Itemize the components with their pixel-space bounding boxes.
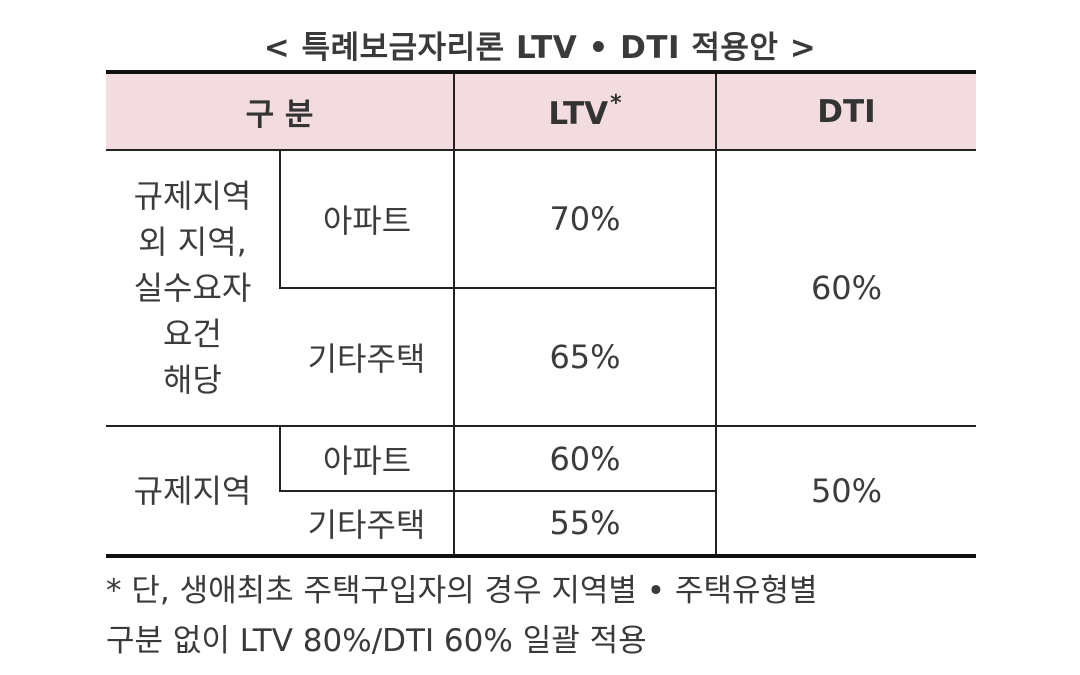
table-row: 규제지역 아파트 60% 50% bbox=[106, 426, 976, 558]
group-label-line: 해당 bbox=[163, 361, 222, 399]
table-row: 기타주택 55% bbox=[106, 491, 976, 558]
footnote: * 단, 생애최초 주택구입자의 경우 지역별 • 주택유형별 구분 없이 LT… bbox=[106, 566, 1006, 666]
group-label-line: 규제지역 bbox=[133, 177, 252, 215]
table-row: 기타주택 65% bbox=[106, 288, 976, 427]
page-title: < 특례보금자리론 LTV • DTI 적용안 > bbox=[263, 30, 817, 66]
header-dti: DTI bbox=[715, 70, 976, 151]
housing-type-cell: 아파트 bbox=[279, 426, 454, 492]
group-label-line: 실수요자 bbox=[133, 269, 252, 307]
ltv-value-cell: 65% bbox=[453, 288, 716, 427]
housing-type-cell: 기타주택 bbox=[280, 491, 454, 558]
header-ltv-footnote-mark: * bbox=[610, 91, 622, 116]
footnote-line: 구분 없이 LTV 80%/DTI 60% 일괄 적용 bbox=[106, 623, 647, 659]
footnote-line: * 단, 생애최초 주택구입자의 경우 지역별 • 주택유형별 bbox=[106, 573, 818, 609]
housing-type-cell: 아파트 bbox=[279, 150, 454, 289]
dti-value-cell: 50% bbox=[715, 426, 976, 558]
ltv-dti-table: 구 분 LTV* DTI 규제지역 외 지역, 실수요자 요건 해당 아파트 7… bbox=[106, 70, 976, 558]
group-label-regulated: 규제지역 bbox=[106, 426, 280, 558]
group-label-line: 규제지역 bbox=[133, 471, 252, 510]
header-category: 구 분 bbox=[106, 70, 454, 151]
ltv-value-cell: 60% bbox=[453, 426, 716, 492]
header-ltv: LTV* bbox=[453, 70, 716, 151]
group-label-line: 외 지역, bbox=[138, 223, 247, 261]
dti-value-cell: 60% bbox=[715, 150, 976, 427]
group-label-non-regulated: 규제지역 외 지역, 실수요자 요건 해당 bbox=[106, 150, 280, 427]
header-ltv-label: LTV bbox=[548, 96, 609, 132]
ltv-value-cell: 70% bbox=[453, 150, 716, 289]
housing-type-cell: 기타주택 bbox=[280, 288, 454, 427]
group-label-line: 요건 bbox=[163, 315, 222, 353]
table-row: 규제지역 외 지역, 실수요자 요건 해당 아파트 70% 60% bbox=[106, 150, 976, 427]
ltv-value-cell: 55% bbox=[453, 491, 716, 558]
header-row: 구 분 LTV* DTI bbox=[106, 70, 976, 151]
